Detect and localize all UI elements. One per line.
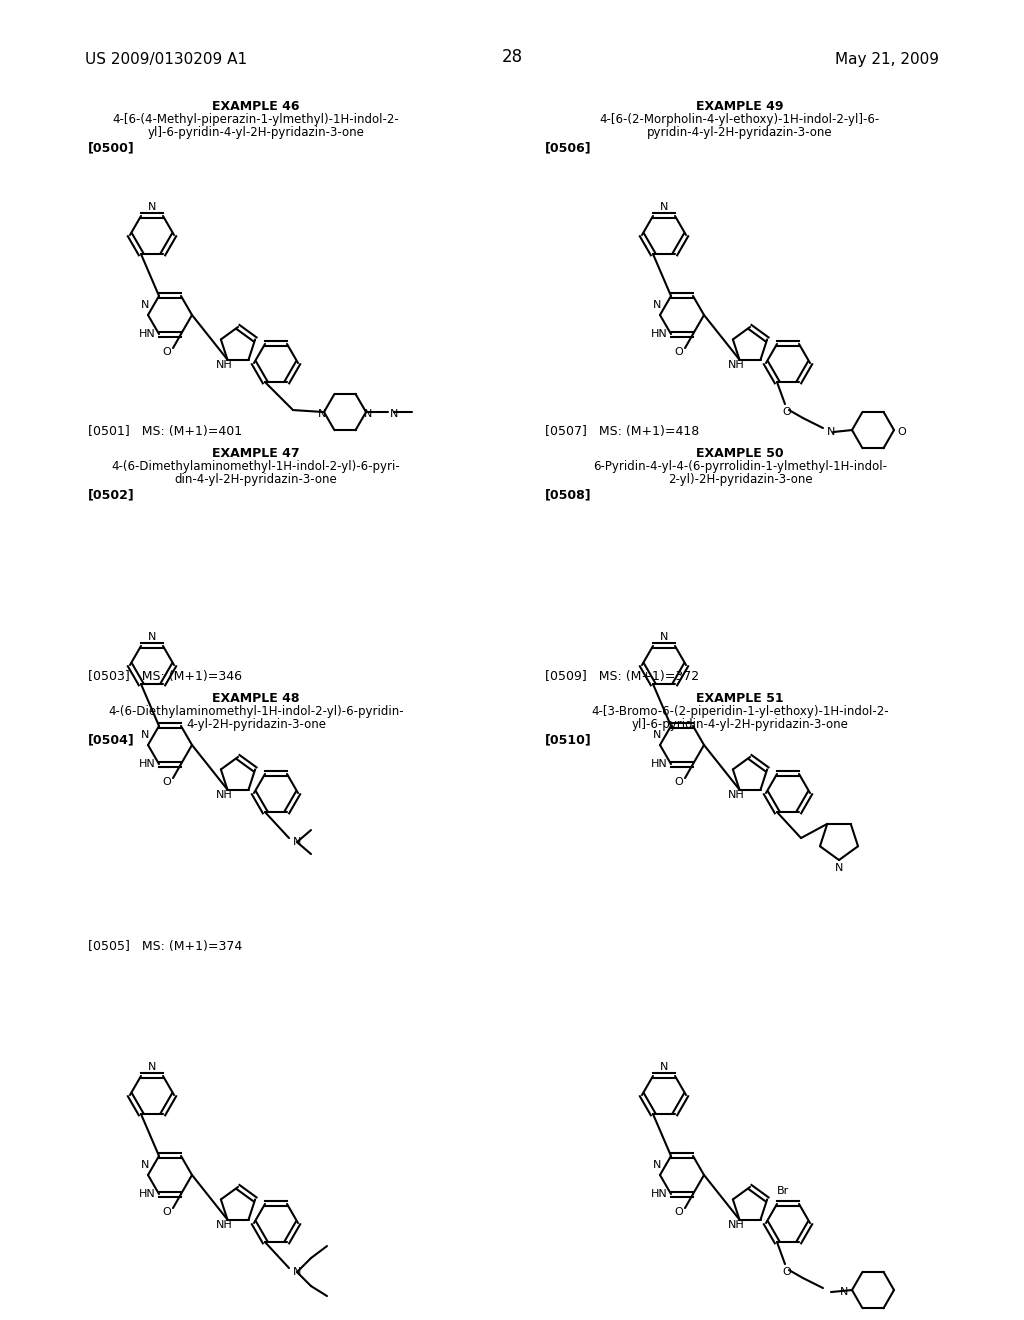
Text: EXAMPLE 47: EXAMPLE 47 [212, 447, 300, 459]
Text: N: N [293, 837, 301, 847]
Text: O: O [163, 777, 171, 787]
Text: N: N [147, 1063, 157, 1072]
Text: 28: 28 [502, 48, 522, 66]
Text: N: N [141, 730, 150, 741]
Text: N: N [147, 632, 157, 642]
Text: May 21, 2009: May 21, 2009 [835, 51, 939, 67]
Text: [0506]: [0506] [545, 141, 592, 154]
Text: NH: NH [728, 1220, 744, 1230]
Text: [0500]: [0500] [88, 141, 135, 154]
Text: NH: NH [216, 1220, 232, 1230]
Text: [0504]: [0504] [88, 733, 135, 746]
Text: N: N [659, 1063, 669, 1072]
Text: O: O [675, 777, 683, 787]
Text: N: N [653, 301, 662, 310]
Text: N: N [840, 1287, 848, 1298]
Text: O: O [675, 347, 683, 356]
Text: [0509]   MS: (M+1)=372: [0509] MS: (M+1)=372 [545, 671, 699, 682]
Text: din-4-yl-2H-pyridazin-3-one: din-4-yl-2H-pyridazin-3-one [175, 473, 337, 486]
Text: N: N [317, 409, 327, 418]
Text: HN: HN [138, 759, 156, 770]
Text: Br: Br [777, 1187, 790, 1196]
Text: EXAMPLE 51: EXAMPLE 51 [696, 692, 783, 705]
Text: 4-(6-Diethylaminomethyl-1H-indol-2-yl)-6-pyridin-: 4-(6-Diethylaminomethyl-1H-indol-2-yl)-6… [109, 705, 403, 718]
Text: [0507]   MS: (M+1)=418: [0507] MS: (M+1)=418 [545, 425, 699, 438]
Text: N: N [659, 202, 669, 213]
Text: N: N [147, 202, 157, 213]
Text: yl]-6-pyridin-4-yl-2H-pyridazin-3-one: yl]-6-pyridin-4-yl-2H-pyridazin-3-one [632, 718, 849, 731]
Text: N: N [141, 1160, 150, 1171]
Text: HN: HN [650, 1189, 668, 1199]
Text: [0501]   MS: (M+1)=401: [0501] MS: (M+1)=401 [88, 425, 242, 438]
Text: O: O [163, 1206, 171, 1217]
Text: 4-[6-(4-Methyl-piperazin-1-ylmethyl)-1H-indol-2-: 4-[6-(4-Methyl-piperazin-1-ylmethyl)-1H-… [113, 114, 399, 125]
Text: O: O [782, 1267, 792, 1276]
Text: NH: NH [728, 789, 744, 800]
Text: 2-yl)-2H-pyridazin-3-one: 2-yl)-2H-pyridazin-3-one [668, 473, 812, 486]
Text: US 2009/0130209 A1: US 2009/0130209 A1 [85, 51, 247, 67]
Text: EXAMPLE 48: EXAMPLE 48 [212, 692, 300, 705]
Text: N: N [364, 409, 372, 418]
Text: HN: HN [650, 759, 668, 770]
Text: N: N [293, 1267, 301, 1276]
Text: O: O [675, 1206, 683, 1217]
Text: NH: NH [728, 360, 744, 370]
Text: 4-yl-2H-pyridazin-3-one: 4-yl-2H-pyridazin-3-one [186, 718, 326, 731]
Text: 4-[3-Bromo-6-(2-piperidin-1-yl-ethoxy)-1H-indol-2-: 4-[3-Bromo-6-(2-piperidin-1-yl-ethoxy)-1… [591, 705, 889, 718]
Text: [0505]   MS: (M+1)=374: [0505] MS: (M+1)=374 [88, 940, 243, 953]
Text: [0508]: [0508] [545, 488, 592, 502]
Text: N: N [390, 409, 398, 418]
Text: HN: HN [138, 329, 156, 339]
Text: N: N [653, 730, 662, 741]
Text: N: N [653, 1160, 662, 1171]
Text: 4-[6-(2-Morpholin-4-yl-ethoxy)-1H-indol-2-yl]-6-: 4-[6-(2-Morpholin-4-yl-ethoxy)-1H-indol-… [600, 114, 880, 125]
Text: O: O [163, 347, 171, 356]
Text: EXAMPLE 50: EXAMPLE 50 [696, 447, 783, 459]
Text: HN: HN [650, 329, 668, 339]
Text: N: N [826, 428, 836, 437]
Text: N: N [835, 863, 843, 873]
Text: NH: NH [216, 789, 232, 800]
Text: [0510]: [0510] [545, 733, 592, 746]
Text: [0503]   MS: (M+1)=346: [0503] MS: (M+1)=346 [88, 671, 242, 682]
Text: O: O [898, 428, 906, 437]
Text: EXAMPLE 46: EXAMPLE 46 [212, 100, 300, 114]
Text: N: N [141, 301, 150, 310]
Text: 6-Pyridin-4-yl-4-(6-pyrrolidin-1-ylmethyl-1H-indol-: 6-Pyridin-4-yl-4-(6-pyrrolidin-1-ylmethy… [593, 459, 887, 473]
Text: [0502]: [0502] [88, 488, 135, 502]
Text: 4-(6-Dimethylaminomethyl-1H-indol-2-yl)-6-pyri-: 4-(6-Dimethylaminomethyl-1H-indol-2-yl)-… [112, 459, 400, 473]
Text: pyridin-4-yl-2H-pyridazin-3-one: pyridin-4-yl-2H-pyridazin-3-one [647, 125, 833, 139]
Text: NH: NH [216, 360, 232, 370]
Text: EXAMPLE 49: EXAMPLE 49 [696, 100, 783, 114]
Text: N: N [659, 632, 669, 642]
Text: O: O [782, 407, 792, 417]
Text: HN: HN [138, 1189, 156, 1199]
Text: yl]-6-pyridin-4-yl-2H-pyridazin-3-one: yl]-6-pyridin-4-yl-2H-pyridazin-3-one [147, 125, 365, 139]
